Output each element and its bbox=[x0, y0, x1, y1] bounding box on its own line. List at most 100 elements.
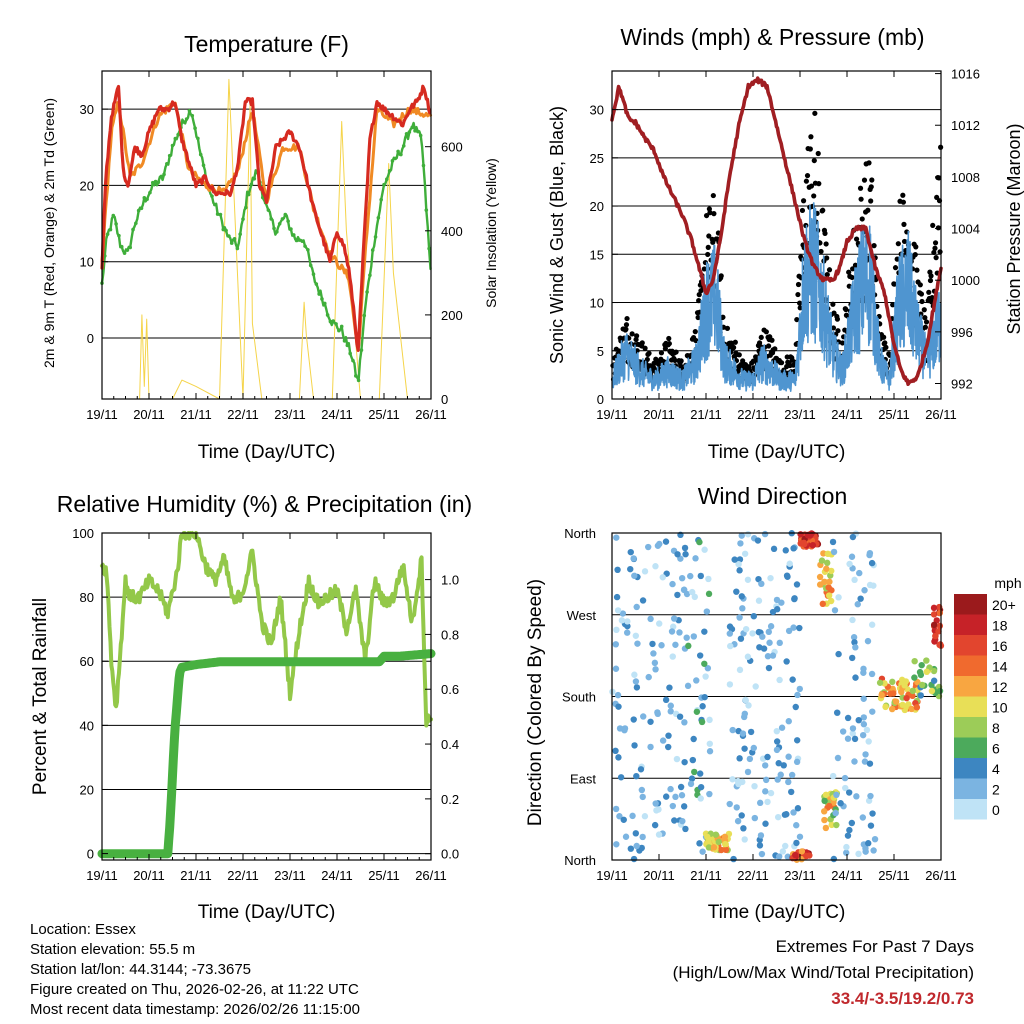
direction-point bbox=[744, 768, 752, 776]
dewpoint-point bbox=[373, 235, 378, 239]
direction-point bbox=[727, 642, 734, 650]
direction-point bbox=[861, 587, 868, 594]
direction-point bbox=[623, 629, 631, 636]
direction-point bbox=[651, 659, 659, 667]
direction-point bbox=[742, 696, 749, 704]
dewpoint-point bbox=[139, 206, 144, 211]
gust-point bbox=[901, 221, 907, 227]
dewpoint-point bbox=[148, 190, 152, 195]
direction-point bbox=[846, 826, 853, 834]
direction-point bbox=[859, 731, 867, 739]
dewpoint-point bbox=[424, 208, 429, 212]
direction-point bbox=[701, 660, 708, 667]
dewpoint-point bbox=[382, 182, 386, 187]
direction-label: North bbox=[564, 526, 596, 541]
direction-point bbox=[865, 840, 872, 847]
speed-legend-swatch bbox=[954, 778, 987, 799]
direction-point bbox=[726, 800, 733, 808]
direction-point bbox=[936, 687, 944, 695]
direction-point bbox=[676, 629, 683, 636]
temp-9m-line bbox=[100, 101, 432, 348]
direction-point bbox=[669, 580, 676, 588]
gust-point bbox=[890, 302, 896, 308]
direction-point bbox=[788, 771, 796, 779]
direction-point bbox=[917, 692, 924, 699]
gust-point bbox=[927, 277, 934, 284]
dewpoint-point bbox=[379, 197, 383, 202]
direction-point bbox=[767, 789, 775, 797]
direction-point bbox=[790, 809, 797, 816]
direction-point bbox=[705, 575, 712, 583]
gust-point bbox=[859, 216, 865, 222]
gust-point bbox=[822, 230, 828, 236]
direction-point bbox=[650, 650, 657, 657]
x-tick-label: 24/11 bbox=[321, 868, 353, 883]
dewpoint-point bbox=[320, 297, 324, 301]
direction-point bbox=[665, 732, 672, 739]
direction-point bbox=[613, 534, 620, 541]
dewpoint-point bbox=[170, 143, 175, 148]
direction-point bbox=[848, 819, 856, 827]
dewpoint-point bbox=[289, 227, 293, 231]
direction-point bbox=[741, 745, 748, 752]
direction-point bbox=[721, 840, 729, 848]
x-tick-label: 19/11 bbox=[86, 407, 118, 422]
direction-point bbox=[935, 628, 942, 635]
dewpoint-point bbox=[317, 292, 321, 296]
dewpoint-point bbox=[244, 205, 248, 210]
direction-point bbox=[667, 708, 674, 715]
gust-point bbox=[816, 181, 822, 187]
direction-point bbox=[834, 754, 842, 762]
dewpoint-point bbox=[229, 241, 234, 245]
direction-point bbox=[911, 657, 918, 665]
direction-point bbox=[729, 726, 736, 734]
speed-legend-swatch bbox=[954, 676, 987, 697]
direction-point bbox=[793, 822, 800, 829]
direction-point bbox=[849, 533, 857, 541]
direction-point bbox=[641, 568, 649, 575]
x-tick-label: 26/11 bbox=[415, 407, 447, 422]
gust-point bbox=[914, 267, 920, 273]
direction-point bbox=[776, 639, 783, 647]
direction-point bbox=[744, 576, 752, 583]
speed-legend-swatch bbox=[954, 635, 987, 656]
x-tick-label: 20/11 bbox=[133, 868, 165, 883]
direction-point bbox=[775, 760, 782, 767]
dewpoint-point bbox=[291, 233, 296, 237]
direction-point bbox=[855, 716, 862, 724]
direction-point bbox=[785, 753, 792, 760]
dewpoint-point bbox=[390, 159, 395, 163]
direction-point bbox=[750, 612, 758, 620]
direction-point bbox=[627, 565, 634, 573]
direction-point bbox=[869, 708, 876, 715]
extremes-box: Extremes For Past 7 Days (High/Low/Max W… bbox=[673, 934, 974, 1012]
direction-point bbox=[782, 547, 789, 554]
dewpoint-point bbox=[128, 245, 132, 250]
direction-point bbox=[860, 714, 868, 721]
direction-point bbox=[667, 702, 674, 709]
x-tick-label: 22/11 bbox=[227, 407, 259, 422]
direction-point bbox=[868, 621, 876, 628]
direction-point bbox=[918, 661, 925, 669]
direction-point bbox=[909, 692, 916, 700]
direction-point bbox=[793, 737, 801, 744]
direction-point bbox=[742, 625, 750, 633]
direction-point bbox=[816, 573, 824, 581]
gust-point bbox=[795, 281, 802, 288]
dewpoint-point bbox=[311, 272, 316, 277]
gust-point bbox=[921, 307, 927, 313]
gust-point bbox=[672, 357, 678, 363]
y2-tick-label: 400 bbox=[441, 224, 463, 239]
direction-point bbox=[615, 703, 622, 710]
extremes-values: 33.4/-3.5/19.2/0.73 bbox=[831, 989, 974, 1008]
direction-point bbox=[619, 610, 627, 617]
direction-label: South bbox=[562, 690, 596, 705]
dewpoint-point bbox=[294, 238, 299, 243]
gust-point bbox=[846, 269, 852, 275]
direction-point bbox=[830, 548, 838, 556]
winds-title: Winds (mph) & Pressure (mb) bbox=[620, 24, 924, 50]
gust-point bbox=[926, 289, 932, 295]
direction-point bbox=[706, 716, 713, 724]
direction-point bbox=[903, 694, 910, 702]
direction-point bbox=[690, 735, 697, 743]
